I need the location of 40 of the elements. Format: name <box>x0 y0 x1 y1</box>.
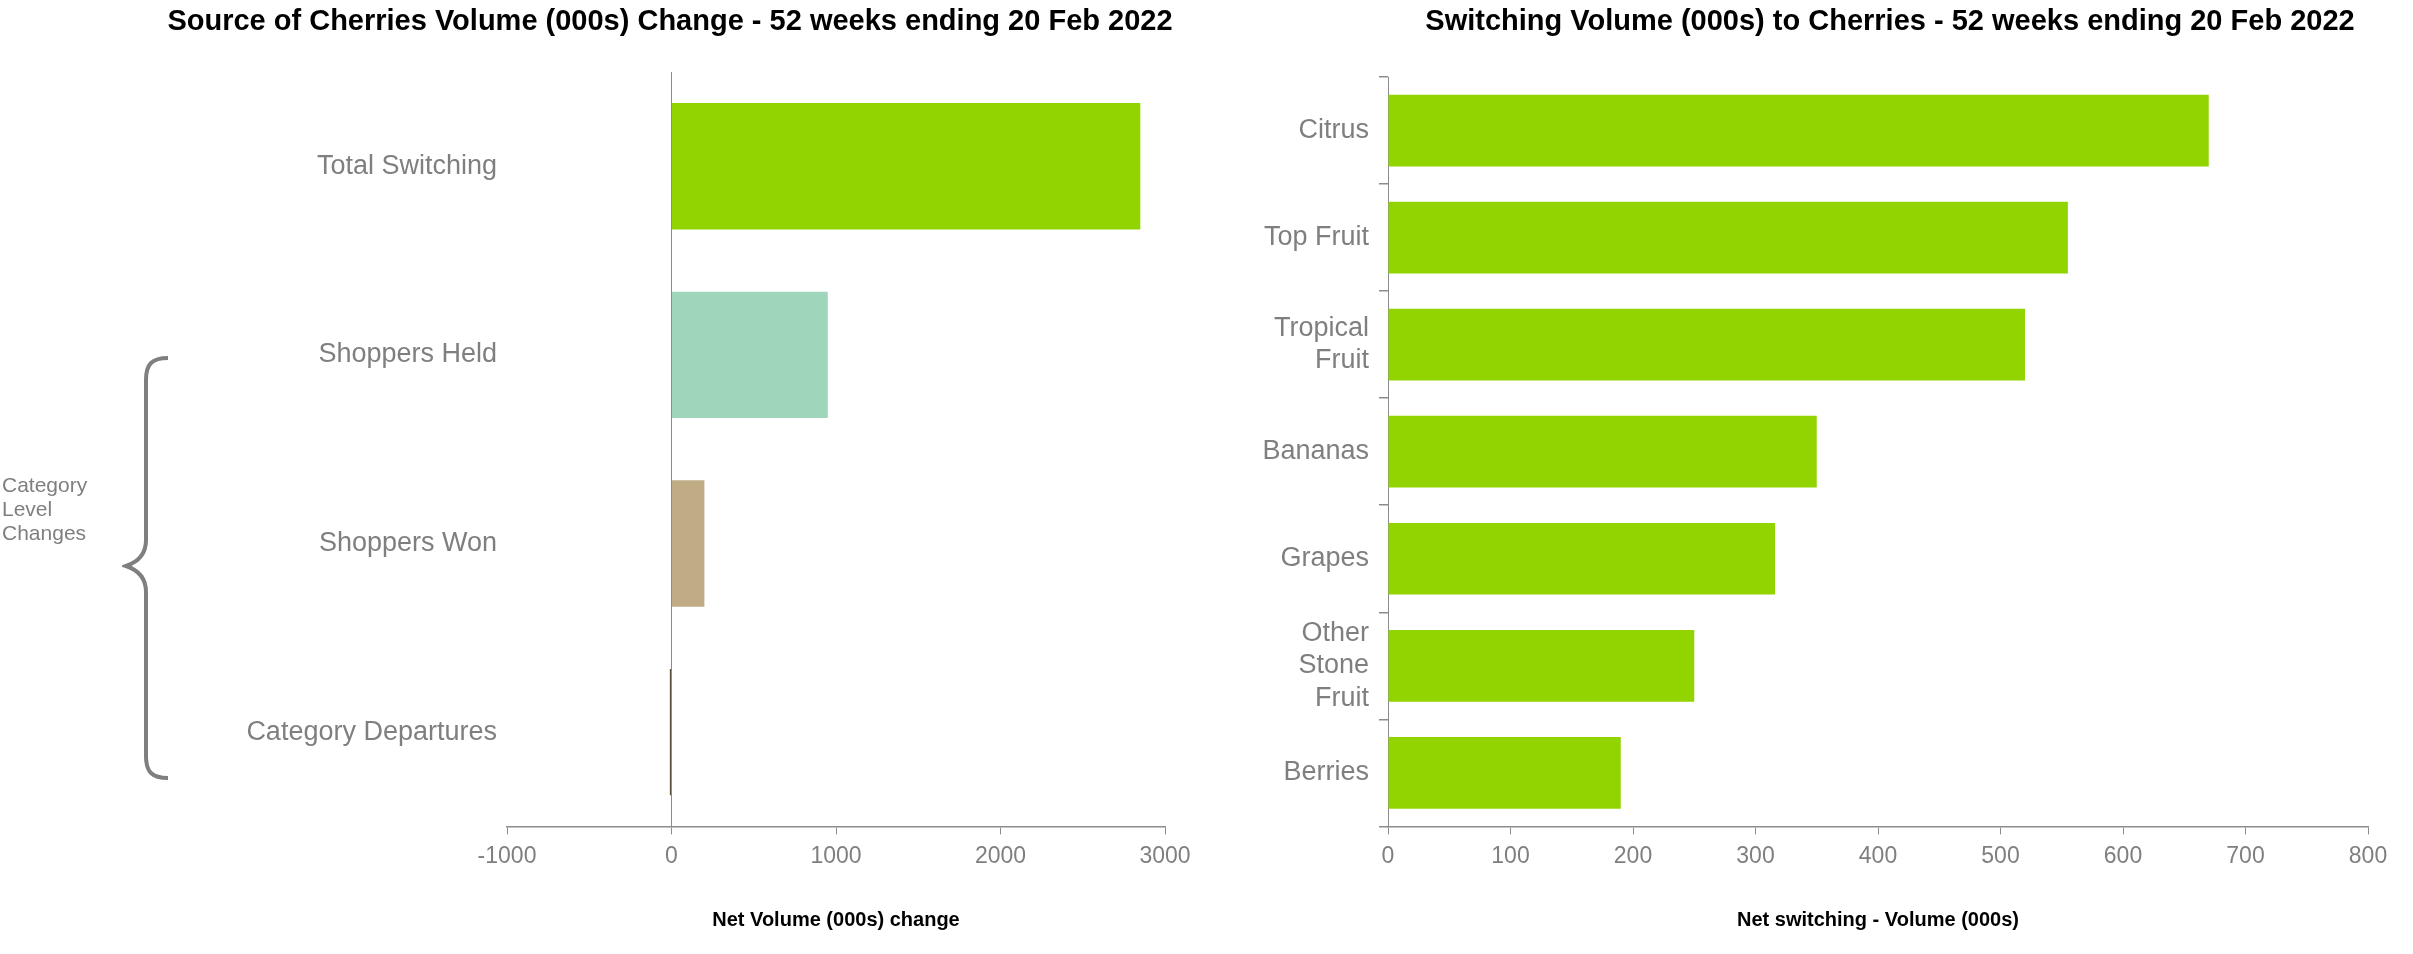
x-tick-label: 2000 <box>974 841 1027 868</box>
bar <box>672 480 705 607</box>
bar <box>1388 629 1695 702</box>
y-tick-label: Other Stone Fruit <box>1298 616 1370 712</box>
bar <box>1388 737 1621 809</box>
x-tick-label: -1000 <box>477 841 537 868</box>
x-tick-label: 3000 <box>1139 841 1191 868</box>
x-axis-title: Net switching - Volume (000s) <box>1737 907 2019 930</box>
y-tick-label: Tropical Fruit <box>1273 311 1370 375</box>
bar <box>672 291 828 419</box>
x-tick-label: 800 <box>2348 841 2388 868</box>
chart-title: Source of Cherries Volume (000s) Change - 52 weeks ending 20 Feb 2022 <box>166 4 1174 37</box>
x-tick-label: 1000 <box>810 841 862 868</box>
y-tick-label: Bananas <box>1262 435 1369 466</box>
bar <box>1388 415 1817 488</box>
x-tick-label: 100 <box>1491 841 1530 868</box>
y-tick-label: Top Fruit <box>1263 221 1370 252</box>
x-tick-label: 0 <box>665 841 678 868</box>
x-tick-label: 200 <box>1613 841 1653 868</box>
x-tick-label: 300 <box>1736 841 1775 868</box>
x-axis-title: Net Volume (000s) change <box>712 907 960 930</box>
bar <box>672 103 1141 230</box>
x-tick-label: 500 <box>1981 841 2020 868</box>
y-tick-label: Berries <box>1283 756 1369 787</box>
y-tick-label: Citrus <box>1298 113 1369 144</box>
chart-title: Switching Volume (000s) to Cherries - 52 weeks ending 20 Feb 2022 <box>1424 4 2356 37</box>
bar <box>1388 522 1776 595</box>
x-tick-label: 600 <box>2103 841 2143 868</box>
x-tick-label: 400 <box>1858 841 1898 868</box>
y-tick-label: Category Departures <box>246 715 497 746</box>
bar <box>1388 308 2025 381</box>
x-tick-label: 700 <box>2226 841 2265 868</box>
bar <box>1388 201 2068 274</box>
x-tick-label: 0 <box>1381 841 1395 868</box>
y-tick-label: Shoppers Held <box>318 338 497 369</box>
y-tick-label: Shoppers Won <box>318 526 497 557</box>
y-tick-label: Total Switching <box>316 149 497 180</box>
y-tick-label: Grapes <box>1280 542 1369 573</box>
bar <box>1388 94 2209 167</box>
text: Category Level Changes <box>2 473 89 545</box>
